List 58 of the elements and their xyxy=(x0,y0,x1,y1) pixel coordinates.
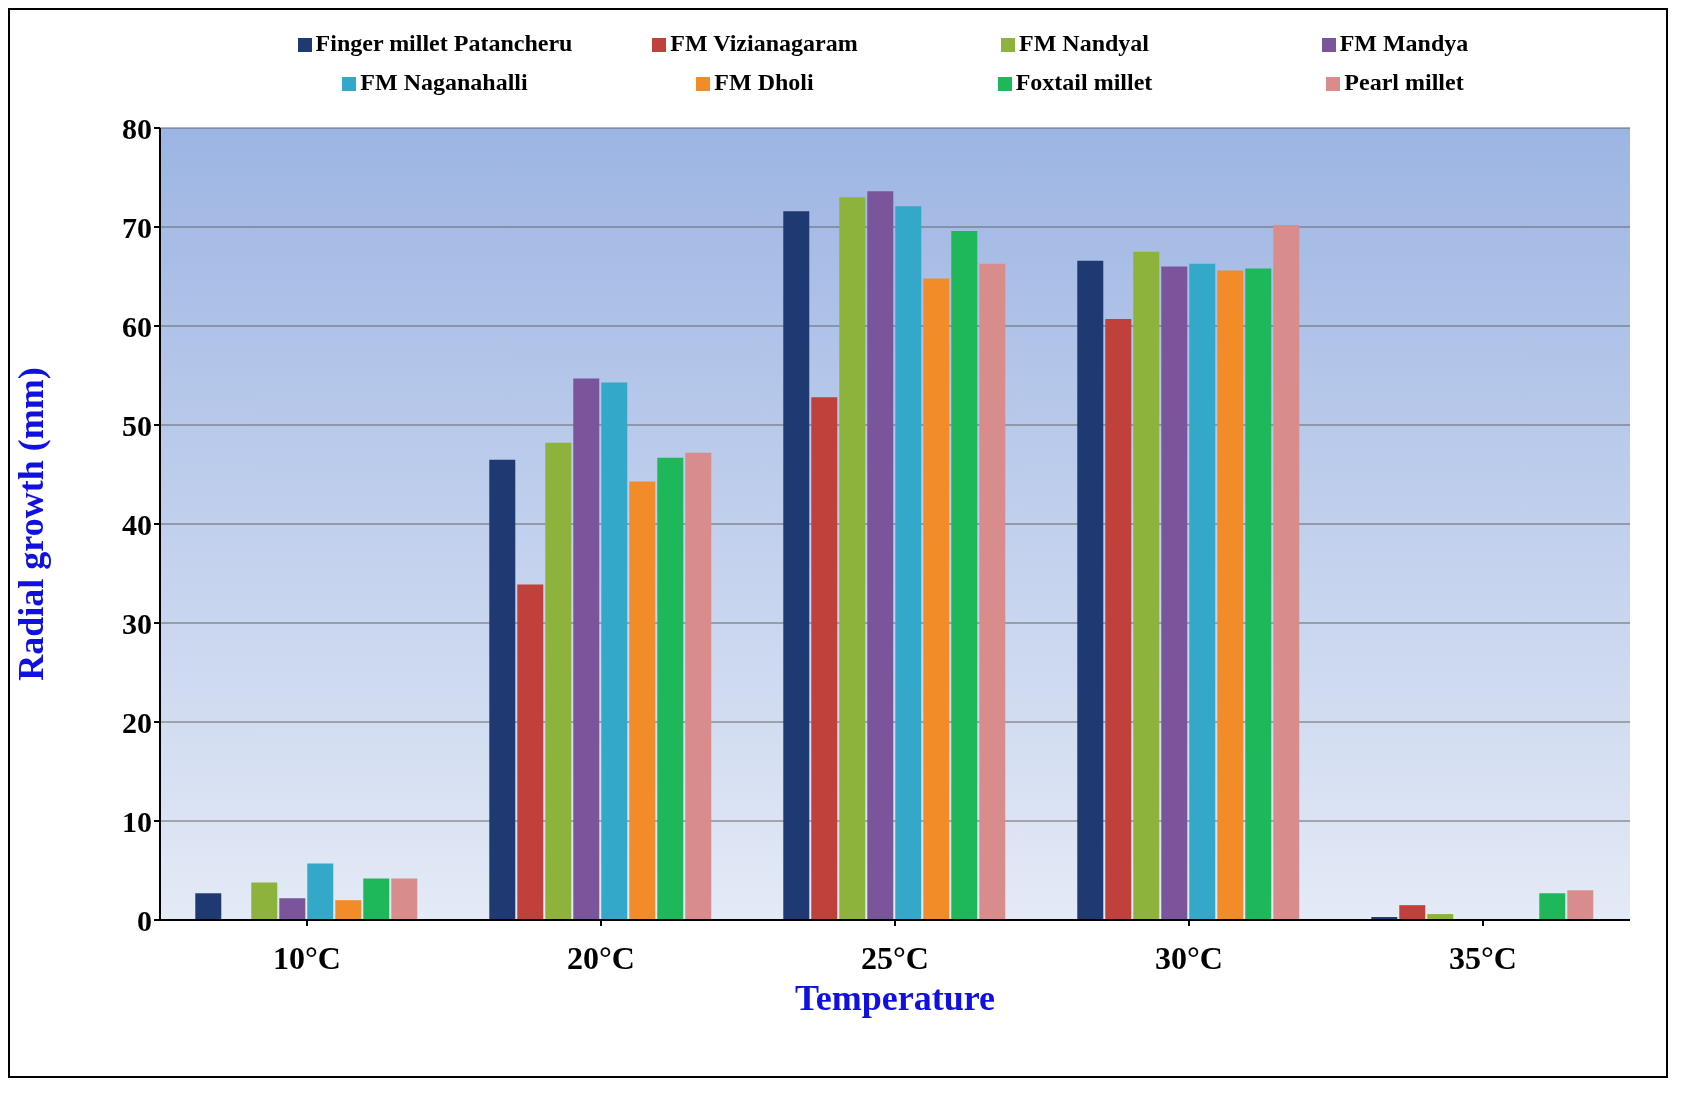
x-tick-label: 30°C xyxy=(1155,939,1223,976)
y-tick-label: 70 xyxy=(122,210,152,244)
bar xyxy=(517,584,544,920)
x-axis-title: Temperature xyxy=(795,978,996,1018)
bar xyxy=(951,230,978,920)
y-tick-label: 80 xyxy=(122,111,152,145)
bar xyxy=(1105,319,1132,920)
bar xyxy=(251,882,278,920)
x-tick-label: 35°C xyxy=(1449,939,1517,976)
y-tick-label: 20 xyxy=(122,705,152,739)
x-tick-label: 20°C xyxy=(567,939,635,976)
bar xyxy=(685,452,712,920)
legend-label: FM Mandya xyxy=(1339,30,1469,56)
legend-label: FM Vizianagaram xyxy=(670,30,858,56)
legend-label: Pearl millet xyxy=(1344,69,1464,95)
bar xyxy=(391,878,418,920)
bar xyxy=(573,378,600,920)
bar xyxy=(1161,266,1188,920)
bar xyxy=(335,900,362,920)
bar xyxy=(489,459,516,920)
bar xyxy=(811,397,838,920)
x-tick-label: 25°C xyxy=(861,939,929,976)
y-tick-label: 40 xyxy=(122,507,152,541)
bar xyxy=(1133,251,1160,920)
bar xyxy=(1077,260,1104,920)
bar xyxy=(895,206,922,920)
y-tick-label: 50 xyxy=(122,408,152,442)
y-tick-label: 0 xyxy=(137,903,152,937)
legend-label: FM Naganahalli xyxy=(360,69,528,95)
y-tick-label: 30 xyxy=(122,606,152,640)
bar xyxy=(307,863,334,920)
bar xyxy=(195,893,222,920)
legend-label: FM Nandyal xyxy=(1018,30,1149,56)
bar xyxy=(1245,268,1272,920)
bar xyxy=(601,382,628,920)
y-tick-label: 10 xyxy=(122,804,152,838)
x-tick-label: 10°C xyxy=(273,939,341,976)
bar xyxy=(979,263,1006,920)
bar xyxy=(783,211,810,920)
bar xyxy=(923,278,950,920)
legend-label: Finger millet Patancheru xyxy=(315,30,573,56)
bar xyxy=(545,442,572,920)
bar xyxy=(1399,905,1426,920)
legend-label: Foxtail millet xyxy=(1015,69,1153,95)
bar xyxy=(1539,893,1566,920)
bar xyxy=(279,898,306,920)
bar xyxy=(867,191,894,920)
y-axis-title: Radial growth (mm) xyxy=(10,367,51,681)
y-tick-label: 60 xyxy=(122,309,152,343)
bar xyxy=(1189,263,1216,920)
bar xyxy=(1217,270,1244,920)
bar xyxy=(629,481,656,920)
bar xyxy=(1273,225,1300,920)
bar xyxy=(839,197,866,920)
legend-label: FM Dholi xyxy=(714,69,814,95)
bar xyxy=(657,457,684,920)
bar xyxy=(363,878,390,920)
bar xyxy=(1567,890,1594,920)
